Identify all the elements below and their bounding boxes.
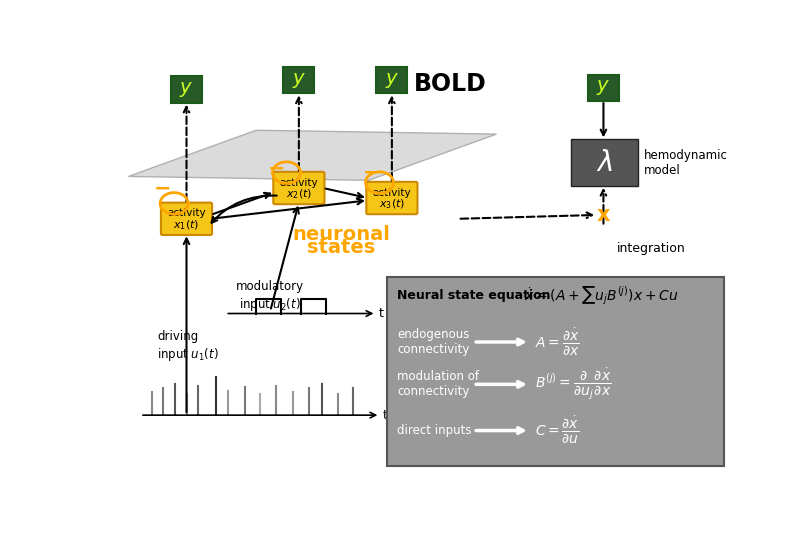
- Text: activity: activity: [373, 187, 411, 198]
- Polygon shape: [128, 130, 497, 180]
- Text: −: −: [363, 163, 381, 183]
- FancyBboxPatch shape: [161, 202, 212, 235]
- Text: $x_2(t)$: $x_2(t)$: [286, 187, 312, 201]
- Text: states: states: [307, 238, 376, 257]
- FancyBboxPatch shape: [171, 76, 202, 103]
- FancyBboxPatch shape: [273, 172, 325, 204]
- Text: $A=\dfrac{\partial\dot{x}}{\partial x}$: $A=\dfrac{\partial\dot{x}}{\partial x}$: [535, 327, 580, 357]
- Text: integration: integration: [616, 241, 685, 254]
- Text: $C=\dfrac{\partial\dot{x}}{\partial u}$: $C=\dfrac{\partial\dot{x}}{\partial u}$: [535, 415, 580, 446]
- Text: $x_1(t)$: $x_1(t)$: [173, 218, 199, 232]
- Text: activity: activity: [279, 178, 318, 187]
- Text: −: −: [268, 159, 285, 179]
- Text: $\dot{x}=(A+\sum u_j B^{(j)})x+Cu$: $\dot{x}=(A+\sum u_j B^{(j)})x+Cu$: [523, 285, 678, 307]
- Text: t: t: [382, 409, 387, 422]
- Text: $y$: $y$: [292, 71, 306, 90]
- Text: direct inputs: direct inputs: [397, 424, 471, 437]
- Text: modulation of
connectivity: modulation of connectivity: [397, 370, 480, 399]
- Text: endogenous
connectivity: endogenous connectivity: [397, 328, 470, 356]
- Text: neuronal: neuronal: [292, 225, 390, 244]
- Text: BOLD: BOLD: [414, 72, 486, 96]
- Text: x: x: [597, 205, 610, 225]
- FancyBboxPatch shape: [588, 75, 619, 101]
- Text: $y$: $y$: [596, 78, 611, 97]
- Text: Neural state equation: Neural state equation: [397, 289, 551, 302]
- FancyBboxPatch shape: [377, 67, 407, 93]
- FancyBboxPatch shape: [366, 182, 417, 214]
- FancyBboxPatch shape: [284, 67, 314, 93]
- FancyBboxPatch shape: [387, 276, 723, 466]
- Text: activity: activity: [167, 208, 206, 218]
- Text: t: t: [379, 307, 384, 320]
- Text: $y$: $y$: [179, 80, 194, 99]
- Text: modulatory
input $u_2(t)$: modulatory input $u_2(t)$: [237, 280, 305, 313]
- Text: $B^{(j)}=\dfrac{\partial}{\partial u_j}\dfrac{\partial\dot{x}}{\partial x}$: $B^{(j)}=\dfrac{\partial}{\partial u_j}\…: [535, 367, 612, 402]
- Text: hemodynamic
model: hemodynamic model: [644, 148, 727, 177]
- Text: −: −: [154, 178, 172, 198]
- FancyBboxPatch shape: [571, 139, 637, 186]
- Text: $y$: $y$: [385, 71, 399, 90]
- Text: $x_3(t)$: $x_3(t)$: [379, 197, 405, 211]
- Text: driving
input $u_1(t)$: driving input $u_1(t)$: [157, 330, 219, 363]
- Text: $\lambda$: $\lambda$: [596, 148, 612, 177]
